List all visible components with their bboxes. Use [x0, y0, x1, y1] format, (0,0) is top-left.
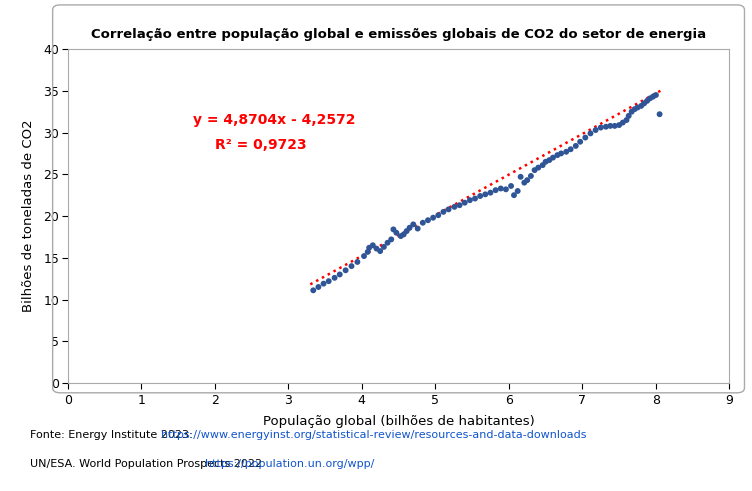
Point: [551, 151, 563, 159]
Point: [508, 191, 520, 199]
Point: [490, 186, 502, 194]
Point: [613, 121, 625, 129]
Point: [469, 194, 481, 202]
Point: [390, 229, 402, 237]
Point: [620, 116, 632, 124]
Point: [641, 97, 653, 105]
Point: [323, 277, 335, 285]
Point: [495, 185, 507, 192]
Point: [605, 122, 617, 130]
Point: [448, 203, 460, 211]
Point: [345, 262, 357, 270]
Point: [584, 130, 596, 137]
Point: [374, 247, 387, 255]
Point: [600, 123, 612, 131]
Point: [644, 94, 656, 102]
Point: [529, 166, 541, 174]
Point: [408, 220, 420, 228]
Point: [411, 225, 423, 233]
Point: [317, 280, 329, 288]
Point: [617, 119, 629, 127]
Point: [608, 122, 620, 130]
Point: [479, 191, 491, 198]
Point: [362, 248, 374, 256]
Point: [404, 224, 416, 232]
Point: [422, 216, 434, 224]
Point: [532, 164, 544, 171]
Point: [505, 182, 517, 190]
Point: [363, 244, 375, 252]
Point: [459, 199, 471, 207]
Point: [387, 225, 399, 233]
Point: [351, 258, 363, 266]
Point: [453, 201, 465, 209]
Point: [653, 110, 666, 118]
Point: [312, 283, 324, 291]
Point: [308, 286, 320, 294]
Y-axis label: Bilhões de toneladas de CO2: Bilhões de toneladas de CO2: [22, 120, 35, 312]
Point: [555, 149, 567, 157]
Title: Correlação entre população global e emissões globais de CO2 do setor de energia: Correlação entre população global e emis…: [91, 28, 706, 41]
Point: [500, 186, 512, 193]
Point: [579, 134, 591, 141]
Point: [329, 274, 341, 282]
Point: [518, 179, 530, 187]
Point: [367, 242, 379, 249]
Point: [401, 227, 413, 235]
Point: [358, 252, 370, 260]
Point: [427, 214, 439, 221]
Point: [432, 211, 444, 219]
Point: [626, 108, 638, 116]
Point: [590, 126, 602, 134]
Point: [632, 104, 644, 111]
Text: UN/ESA. World Population Prospects 2022: UN/ESA. World Population Prospects 2022: [30, 459, 265, 469]
Point: [381, 239, 393, 246]
Point: [464, 196, 476, 204]
Point: [595, 124, 607, 132]
Point: [623, 112, 635, 120]
Point: [340, 266, 352, 274]
Point: [629, 105, 641, 113]
Point: [438, 208, 450, 216]
Point: [395, 232, 407, 240]
Point: [638, 99, 650, 108]
Point: [547, 154, 559, 162]
Point: [442, 205, 454, 213]
Point: [417, 219, 429, 227]
Point: [540, 158, 552, 166]
Point: [385, 236, 397, 244]
Point: [521, 176, 533, 184]
Point: [484, 189, 496, 196]
Point: [511, 187, 523, 195]
Point: [475, 192, 487, 200]
Point: [647, 93, 659, 101]
Point: [514, 173, 526, 181]
Text: https://www.energyinst.org/statistical-review/resources-and-data-downloads: https://www.energyinst.org/statistical-r…: [161, 430, 587, 439]
Text: Fonte: Energy Institute 2023:: Fonte: Energy Institute 2023:: [30, 430, 196, 439]
Point: [398, 230, 410, 238]
X-axis label: População global (bilhões de habitantes): População global (bilhões de habitantes): [262, 415, 535, 429]
Point: [334, 271, 346, 278]
Point: [575, 138, 587, 146]
Point: [378, 243, 390, 251]
Point: [543, 156, 555, 164]
Point: [570, 142, 582, 150]
Point: [565, 145, 577, 153]
Point: [537, 161, 549, 169]
Point: [635, 102, 647, 110]
Point: [560, 148, 572, 156]
Text: https://population.un.org/wpp/: https://population.un.org/wpp/: [205, 459, 374, 469]
Text: R² = 0,9723: R² = 0,9723: [215, 138, 306, 152]
Point: [650, 91, 662, 99]
Text: y = 4,8704x - 4,2572: y = 4,8704x - 4,2572: [193, 113, 355, 127]
Point: [371, 245, 383, 252]
Point: [525, 172, 537, 180]
